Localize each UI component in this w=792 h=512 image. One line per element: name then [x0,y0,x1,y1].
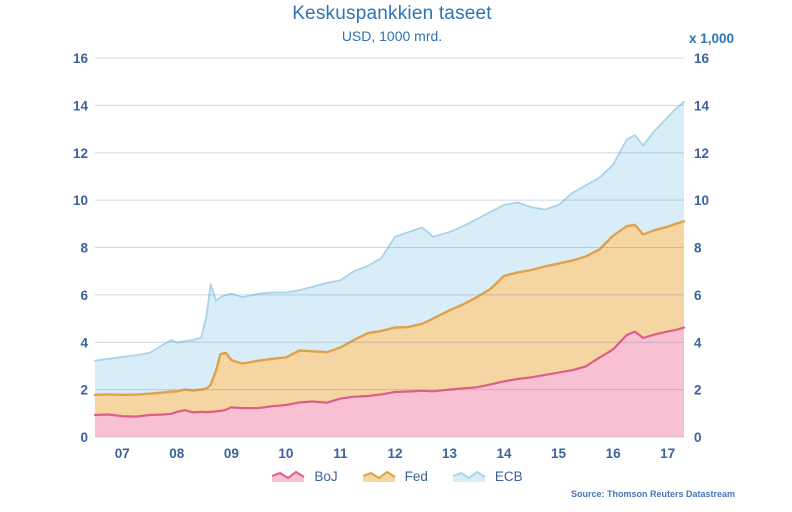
y-axis-label-left: 6 [80,288,88,303]
chart-subtitle: USD, 1000 mrd. [341,28,443,44]
x-axis-label: 16 [606,446,622,461]
y-axis-label-right: 8 [694,241,702,256]
y-axis-label-right: 2 [694,383,702,398]
boj-area [95,327,684,437]
x-axis-label: 12 [387,446,402,461]
x-axis-label: 08 [169,446,185,461]
x-axis-label: 09 [224,446,239,461]
y-axis-label-right: 4 [694,335,702,350]
y-axis-label-right: 16 [694,51,710,66]
chart-title: Keskuspankkien taseet [292,3,492,24]
y-axis-label-left: 2 [80,383,88,398]
ecb-line [94,100,685,362]
legend-label-ecb: ECB [494,469,523,484]
x-axis-label: 07 [115,446,130,461]
legend-label-boj: BoJ [314,469,338,484]
source-note: Source: Thomson Reuters Datastream [570,489,735,499]
ecb-area-swatch-icon [452,470,486,482]
y-axis-label-left: 8 [80,241,88,256]
y-axis-label-right: 6 [694,288,702,303]
x-axis-label: 11 [333,446,348,461]
boj-line [93,326,686,418]
y-axis-label-left: 4 [80,335,88,350]
y-axis-label-right: 10 [694,193,709,208]
y-axis-label-left: 10 [73,193,88,208]
fed-line [93,220,686,396]
legend-item-fed: Fed [360,469,428,484]
y-axis-label-right: 14 [694,98,710,113]
y-axis-label-left: 12 [73,146,88,161]
x-axis-label: 13 [442,446,458,461]
y-axis-label-right: 0 [694,430,702,445]
y-axis-label-left: 0 [80,430,88,445]
y-axis-label-left: 16 [73,51,89,66]
y-axis-label-left: 14 [73,98,89,113]
fed-area-swatch-icon [362,470,396,482]
x-axis-label: 17 [660,446,675,461]
y-axis-label-right: 12 [694,146,709,161]
legend-item-boj: BoJ [269,469,338,484]
x-axis-label: 14 [497,446,513,461]
boj-area-swatch-icon [271,470,305,482]
x-axis-label: 10 [278,446,293,461]
legend-item-ecb: ECB [450,469,523,484]
x-axis-label: 15 [551,446,567,461]
right-axis-unit-label: x 1,000 [689,31,735,46]
chart-legend: BoJ Fed ECB [0,469,792,484]
legend-label-fed: Fed [404,469,428,484]
